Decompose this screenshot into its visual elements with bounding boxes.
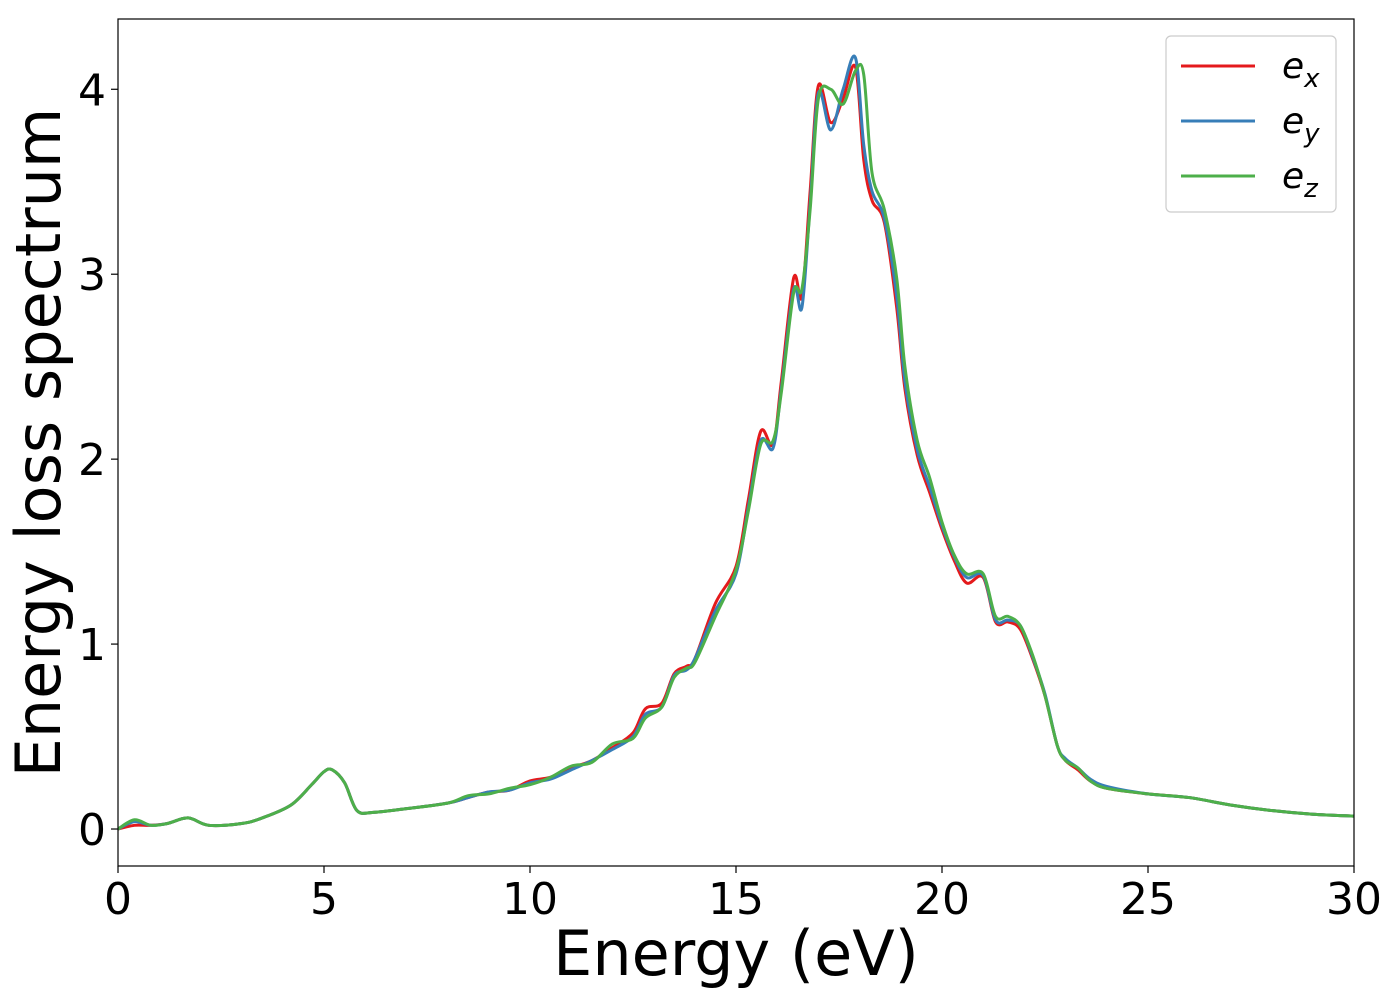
y-tick-label: 2 xyxy=(78,435,106,486)
x-tick-label: 25 xyxy=(1120,874,1176,925)
legend-label: ez xyxy=(1282,156,1319,204)
x-tick-label: 15 xyxy=(708,874,764,925)
x-tick-label: 0 xyxy=(104,874,132,925)
y-tick-label: 4 xyxy=(78,65,106,116)
series-line-e-z xyxy=(118,62,1354,831)
y-axis-label: Energy loss spectrum xyxy=(2,108,75,778)
legend: ex ey ez xyxy=(1165,35,1337,213)
x-tick-label: 20 xyxy=(914,874,970,925)
legend-label: ey xyxy=(1282,101,1320,149)
legend-box xyxy=(1165,35,1337,213)
legend-label: ex xyxy=(1282,46,1320,94)
y-axis-ticks: 0 1 2 3 4 xyxy=(78,65,118,856)
x-tick-label: 30 xyxy=(1326,874,1382,925)
y-tick-label: 1 xyxy=(78,620,106,671)
x-axis-label: Energy (eV) xyxy=(553,917,919,990)
y-tick-label: 3 xyxy=(78,250,106,301)
x-axis-ticks: 0 5 10 15 20 25 30 xyxy=(104,866,1382,925)
x-tick-label: 10 xyxy=(502,874,558,925)
plot-area xyxy=(118,54,1354,831)
y-tick-label: 0 xyxy=(78,805,106,856)
x-tick-label: 5 xyxy=(310,874,338,925)
